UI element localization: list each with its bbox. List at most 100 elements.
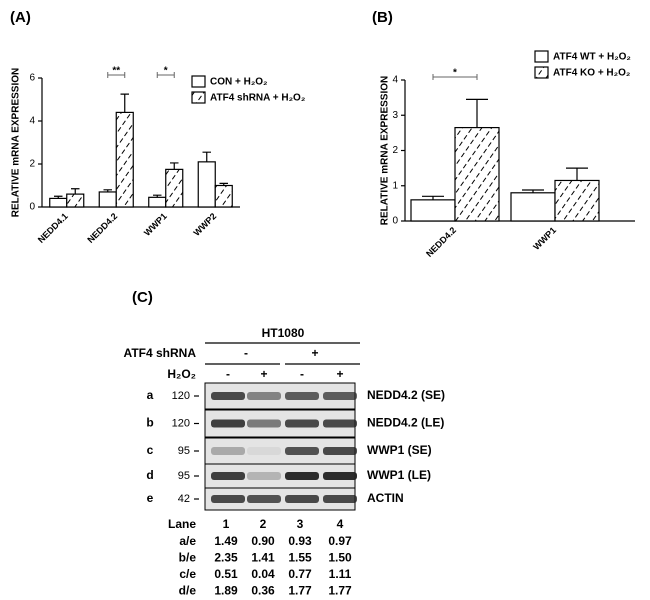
significance-bracket [107,72,126,78]
table-header: 3 [297,517,304,531]
y-tick-label: 4 [29,116,35,127]
blot-band [323,495,357,503]
bar [510,192,556,222]
row-id: c [147,443,154,457]
blot-band [285,495,319,503]
table-cell: 1.11 [329,567,352,581]
x-tick-label: WWP1 [142,211,169,238]
table-cell: 0.93 [288,534,312,548]
condition-value: - [244,346,248,360]
significance-label: * [453,68,457,79]
table-header: 2 [260,517,267,531]
table-cell: 1.77 [288,584,312,598]
error-bar [466,98,488,128]
table-cell: 0.77 [288,567,312,581]
mw-marker: 95 [178,470,190,482]
x-tick-label: WWP1 [531,225,558,252]
x-tick-label: NEDD4.2 [85,211,119,245]
error-bar [120,93,129,113]
table-cell: c/e [179,567,196,581]
blot-band [247,447,281,455]
table-cell: 1.77 [328,584,352,598]
table-cell: 0.97 [328,534,352,548]
bar [214,184,233,208]
legend-swatch [191,91,206,104]
protein-label: WWP1 (LE) [367,468,431,482]
significance-label: ** [112,66,120,77]
protein-label: NEDD4.2 (LE) [367,416,444,430]
table-header: 1 [223,517,230,531]
x-tick-label: NEDD4.1 [36,211,70,245]
blot-band [211,472,245,480]
blot-band [247,419,281,428]
table-cell: 2.35 [214,551,238,565]
protein-label: ACTIN [367,491,404,505]
y-tick-label: 0 [392,216,398,227]
mw-marker: 120 [172,417,190,429]
y-tick-label: 6 [29,73,35,84]
bar [148,196,167,208]
row-id: a [147,388,154,402]
row-id: b [146,416,153,430]
blot-band [285,447,319,455]
bar [454,126,500,222]
blot-band [247,495,281,503]
significance-bracket [156,72,175,78]
table-cell: 0.90 [251,534,275,548]
blot-band [323,447,357,455]
bar [197,161,216,208]
legend-swatch [534,50,549,63]
y-tick-label: 2 [392,145,398,156]
blot-band [285,472,319,480]
condition-value: + [311,346,318,360]
legend-swatch [191,75,206,88]
mw-marker: 42 [178,493,190,505]
legend-label: ATF4 KO + H₂O₂ [553,68,630,79]
panel-label: (C) [132,289,153,306]
blot-band [211,447,245,455]
x-tick-label: WWP2 [191,211,218,238]
table-header: 4 [337,517,344,531]
x-tick-label: NEDD4.2 [424,225,458,259]
bar [49,197,68,208]
blot-band [247,472,281,480]
table-cell: 0.36 [251,584,275,598]
table-header: Lane [168,517,196,531]
significance-label: * [164,66,168,77]
blot-band [323,392,357,400]
bar [66,193,85,208]
blot-band [211,392,245,400]
blot-band [211,419,245,428]
bar [554,179,600,222]
mw-marker: 95 [178,445,190,457]
table-cell: a/e [179,534,196,548]
condition-value: + [260,367,267,381]
bar [115,111,134,208]
blot-band [247,392,281,400]
condition-label: H₂O₂ [167,367,196,381]
legend-label: ATF4 shRNA + H₂O₂ [210,93,305,104]
legend-label: CON + H₂O₂ [210,77,268,88]
blot-band [285,392,319,400]
table-cell: 1.41 [251,551,275,565]
table-cell: 0.51 [214,567,238,581]
table-cell: 0.04 [251,567,275,581]
y-tick-label: 3 [392,110,398,121]
y-axis-label: RELATIVE mRNA EXPRESSION [380,76,391,225]
cell-line: HT1080 [262,326,305,340]
condition-label: ATF4 shRNA [124,346,197,360]
bar [98,191,117,208]
row-id: d [146,468,153,482]
y-axis-label: RELATIVE mRNA EXPRESSION [11,68,22,217]
bar [165,168,184,208]
error-bar [170,162,179,170]
protein-label: WWP1 (SE) [367,443,432,457]
error-bar [566,167,588,181]
y-tick-label: 2 [29,159,35,170]
y-tick-label: 1 [392,180,398,191]
table-cell: 1.55 [288,551,312,565]
error-bar [202,151,211,162]
mw-marker: 120 [172,390,190,402]
blot-band [323,419,357,428]
